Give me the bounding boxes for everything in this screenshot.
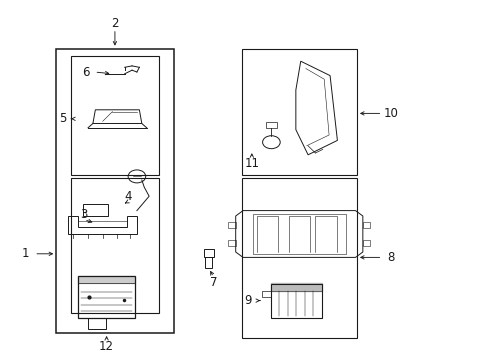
Bar <box>242 178 356 338</box>
Bar <box>56 49 173 333</box>
Bar <box>83 204 107 216</box>
Bar <box>228 222 235 228</box>
Text: 6: 6 <box>81 66 89 78</box>
Bar <box>71 56 159 175</box>
Bar <box>203 249 213 257</box>
Text: 11: 11 <box>244 157 259 170</box>
Text: 9: 9 <box>244 294 252 307</box>
Bar <box>270 284 321 318</box>
Bar <box>78 276 134 318</box>
Text: 4: 4 <box>124 190 132 203</box>
Bar <box>362 240 369 246</box>
Text: 1: 1 <box>21 247 29 260</box>
Bar <box>71 178 159 313</box>
Bar <box>362 222 369 228</box>
Text: 5: 5 <box>59 112 66 125</box>
Text: 12: 12 <box>99 340 114 353</box>
Text: 8: 8 <box>386 251 394 264</box>
Text: 2: 2 <box>111 17 119 30</box>
Bar <box>242 49 356 175</box>
Text: 7: 7 <box>209 276 217 289</box>
Bar <box>228 240 235 246</box>
Bar <box>265 122 277 128</box>
Bar <box>205 257 212 268</box>
Text: 10: 10 <box>383 107 398 120</box>
Bar <box>88 318 105 328</box>
Text: 3: 3 <box>80 208 88 221</box>
Bar <box>262 291 270 297</box>
